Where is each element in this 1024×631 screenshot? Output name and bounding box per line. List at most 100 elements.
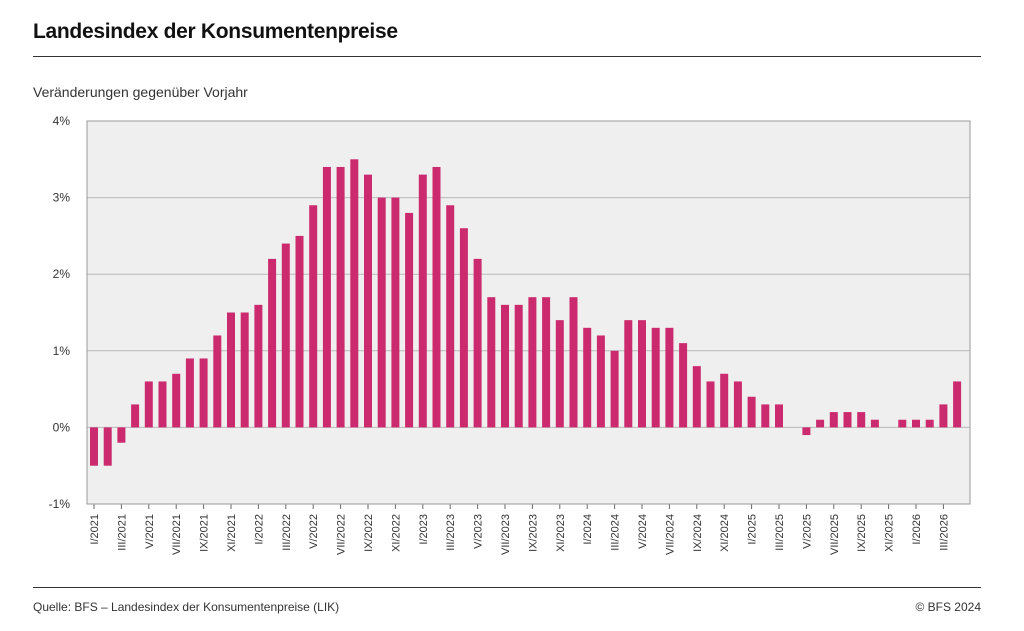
x-tick-label: V/2022 [308, 514, 320, 549]
bar [610, 350, 619, 428]
x-tick-label: IX/2022 [363, 514, 375, 552]
bar [857, 412, 866, 428]
bar [514, 304, 523, 428]
bar [596, 335, 605, 428]
x-tick-label: VII/2023 [500, 514, 512, 555]
plot-frame [86, 120, 971, 505]
x-tick-label: III/2021 [116, 514, 128, 551]
x-tick-label: I/2026 [911, 514, 923, 545]
y-tick-label: 2% [53, 267, 71, 281]
bar [336, 166, 345, 428]
bar [542, 297, 551, 428]
x-axis: I/2021 III/2021 V/2021 VII/2021 IX/2021 XI/20… [89, 504, 950, 555]
bar [268, 258, 277, 428]
y-tick-label: 1% [53, 344, 71, 358]
y-tick-label: 0% [53, 420, 71, 434]
bar [377, 197, 386, 428]
x-tick-label: XI/2024 [719, 514, 731, 552]
copyright-note: © BFS 2024 [915, 600, 981, 614]
x-tick-label: VII/2024 [664, 514, 676, 555]
bar [473, 258, 482, 428]
bar [624, 320, 633, 428]
x-tick-label: XI/2025 [884, 514, 896, 552]
bar [90, 427, 98, 466]
bar [706, 381, 715, 428]
bar [213, 335, 222, 428]
bar [720, 373, 729, 428]
bar [802, 427, 811, 436]
x-tick-label: I/2025 [747, 514, 759, 545]
bar [117, 427, 126, 443]
bar [240, 312, 249, 428]
bar [446, 205, 455, 428]
bar [528, 297, 537, 428]
bar [322, 166, 331, 428]
bar [870, 419, 879, 428]
bar [733, 381, 742, 428]
bar [829, 412, 838, 428]
bars [90, 159, 962, 466]
bar [775, 404, 783, 428]
bar [391, 197, 400, 428]
source-note: Quelle: BFS – Landesindex der Konsumente… [33, 600, 340, 614]
bar [898, 419, 907, 428]
x-tick-label: XI/2022 [390, 514, 402, 552]
bar [501, 304, 509, 428]
bar [199, 358, 208, 428]
bar [555, 320, 564, 428]
bar [185, 358, 194, 428]
bar [569, 297, 578, 428]
x-tick-label: V/2021 [144, 514, 156, 549]
bar [843, 412, 852, 428]
bar [227, 312, 235, 428]
bar [158, 381, 167, 428]
x-tick-label: III/2025 [774, 514, 786, 551]
bar [309, 205, 318, 428]
x-tick-label: IX/2023 [527, 514, 539, 552]
bar [459, 228, 468, 428]
bar [638, 320, 646, 428]
x-tick-label: VII/2021 [171, 514, 183, 555]
bar [912, 419, 920, 428]
chart-subtitle: Veränderungen gegenüber Vorjahr [33, 84, 248, 100]
x-tick-label: III/2024 [610, 514, 622, 551]
bar [939, 404, 948, 428]
bar [583, 327, 592, 428]
bar [665, 327, 674, 428]
bar [432, 166, 441, 428]
bar [144, 381, 153, 428]
bar [925, 419, 934, 428]
x-tick-label: V/2024 [637, 514, 649, 549]
x-tick-label: I/2024 [582, 514, 594, 545]
x-tick-label: XI/2023 [555, 514, 567, 552]
bar [172, 373, 181, 428]
bar [747, 396, 756, 428]
x-tick-label: III/2022 [281, 514, 293, 551]
x-tick-label: III/2026 [938, 514, 950, 551]
bar [761, 404, 770, 428]
bar [487, 297, 496, 428]
x-tick-label: VII/2025 [829, 514, 841, 555]
chart-title: Landesindex der Konsumentenpreise [33, 20, 398, 43]
footer-divider [33, 587, 981, 588]
bar [651, 327, 660, 428]
bar [254, 304, 263, 428]
bar [418, 174, 427, 428]
bar [816, 419, 825, 428]
bar [103, 427, 112, 466]
title-divider [33, 56, 981, 57]
bar [295, 235, 304, 428]
bar [281, 243, 290, 428]
bar [953, 381, 962, 428]
bar [692, 366, 701, 428]
x-tick-label: I/2022 [253, 514, 265, 545]
bar [364, 174, 372, 428]
x-tick-label: VII/2022 [336, 514, 348, 555]
y-axis: -1% 0% 1% 2% 3% 4% [49, 114, 71, 511]
bar [350, 159, 359, 428]
bar [679, 343, 688, 428]
y-tick-label: 4% [53, 114, 71, 128]
bar [131, 404, 140, 428]
x-tick-label: IX/2025 [856, 514, 868, 552]
